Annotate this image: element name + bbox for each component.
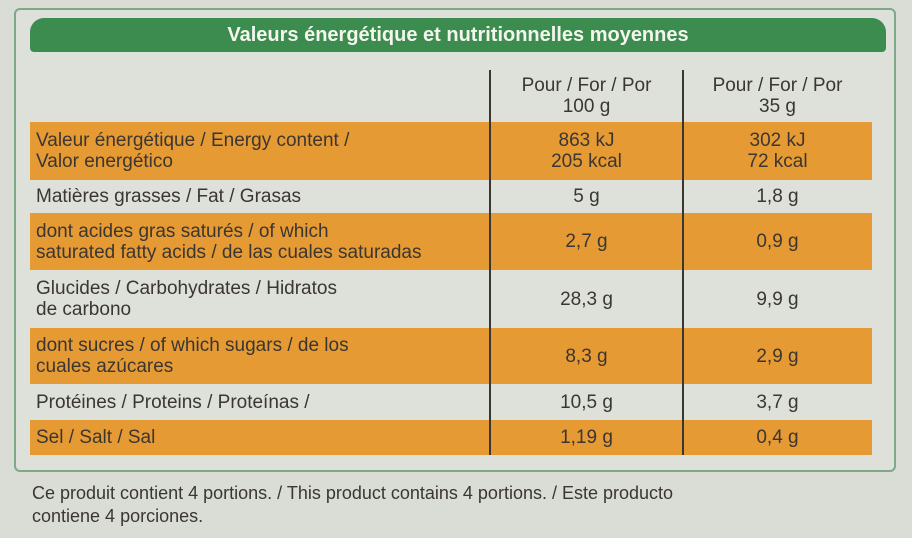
header-row: Pour / For / Por 100 g Pour / For / Por 35 … (30, 70, 872, 122)
text-line: 9,9 g (756, 288, 799, 310)
value-portion: 0,4 g (683, 420, 872, 455)
row-label: dont acides gras saturés / of which satur… (36, 213, 486, 270)
row-label: Sel / Salt / Sal (36, 420, 486, 455)
table-row: Glucides / Carbohydrates / Hidratos de ca… (30, 270, 872, 328)
text-line: Glucides / Carbohydrates / Hidratos (36, 278, 337, 299)
text-line: 28,3 g (560, 288, 613, 310)
text-line: cuales azúcares (36, 356, 174, 377)
text-line: contiene 4 porciones. (32, 506, 204, 526)
text-line: 100 g (562, 96, 611, 117)
text-line: Protéines / Proteins / Proteínas / (36, 391, 310, 413)
column-divider (682, 70, 684, 455)
text-line: Ce produit contient 4 portions. / This p… (32, 483, 674, 503)
value-100g: 8,3 g (490, 328, 683, 384)
text-line: 72 kcal (747, 151, 808, 172)
text-line: 2,7 g (565, 231, 608, 252)
table-row: dont acides gras saturés / of which satur… (30, 213, 872, 270)
row-label: Protéines / Proteins / Proteínas / (36, 384, 486, 420)
text-line: Pour / For / Por (521, 75, 652, 96)
footer-note: Ce produit contient 4 portions. / This p… (32, 482, 673, 528)
table-row: Valeur énergétique / Energy content / Val… (30, 122, 872, 180)
row-label: Valeur énergétique / Energy content / Val… (36, 122, 486, 180)
value-100g: 2,7 g (490, 213, 683, 270)
value-portion: 9,9 g (683, 270, 872, 328)
header-cell: Pour / For / Por 35 g (683, 70, 872, 122)
text-line: dont sucres / of which sugars / de los (36, 335, 349, 356)
value-portion: 2,9 g (683, 328, 872, 384)
text-line: 35 g (759, 96, 796, 117)
text-line: Matières grasses / Fat / Grasas (36, 186, 302, 207)
text-line: Valeur énergétique / Energy content / (36, 130, 350, 151)
value-100g: 5 g (490, 180, 683, 213)
row-label: dont sucres / of which sugars / de los cu… (36, 328, 486, 384)
text-line: saturated fatty acids / de las cuales sa… (36, 241, 422, 263)
table-row: Protéines / Proteins / Proteínas / 10,5 g… (30, 384, 872, 420)
text-line: 1,8 g (756, 186, 799, 207)
table-row: Matières grasses / Fat / Grasas 5 g 1,8 g (30, 180, 872, 213)
column-divider (489, 70, 491, 455)
text-line: 3,7 g (756, 391, 799, 413)
value-100g: 863 kJ 205 kcal (490, 122, 683, 180)
text-line: 863 kJ (558, 130, 615, 151)
text-line: Valor energético (36, 151, 173, 172)
value-100g: 1,19 g (490, 420, 683, 455)
text-line: Sel / Salt / Sal (36, 427, 156, 448)
value-100g: 10,5 g (490, 384, 683, 420)
value-portion: 302 kJ 72 kcal (683, 122, 872, 180)
value-portion: 0,9 g (683, 213, 872, 270)
text-line: de carbono (36, 299, 132, 320)
table-row: dont sucres / of which sugars / de los cu… (30, 328, 872, 384)
text-line: Pour / For / Por (712, 75, 843, 96)
text-line: 0,4 g (756, 427, 799, 448)
table-row: Sel / Salt / Sal 1,19 g 0,4 g (30, 420, 872, 455)
header-cell: Pour / For / Por 100 g (490, 70, 683, 122)
text-line: 205 kcal (551, 151, 622, 172)
text-line: 0,9 g (756, 231, 799, 252)
value-portion: 3,7 g (683, 384, 872, 420)
text-line: 8,3 g (565, 345, 608, 367)
text-line: 1,19 g (560, 427, 613, 448)
title-bar: Valeurs énergétique et nutritionnelles m… (30, 18, 886, 52)
value-100g: 28,3 g (490, 270, 683, 328)
row-label: Glucides / Carbohydrates / Hidratos de ca… (36, 270, 486, 328)
text-line: 10,5 g (560, 391, 613, 413)
row-label: Matières grasses / Fat / Grasas (36, 180, 486, 213)
text-line: 302 kJ (749, 130, 806, 151)
text-line: dont acides gras saturés / of which (36, 220, 329, 242)
text-line: 5 g (573, 186, 600, 207)
text-line: 2,9 g (756, 345, 799, 367)
value-portion: 1,8 g (683, 180, 872, 213)
